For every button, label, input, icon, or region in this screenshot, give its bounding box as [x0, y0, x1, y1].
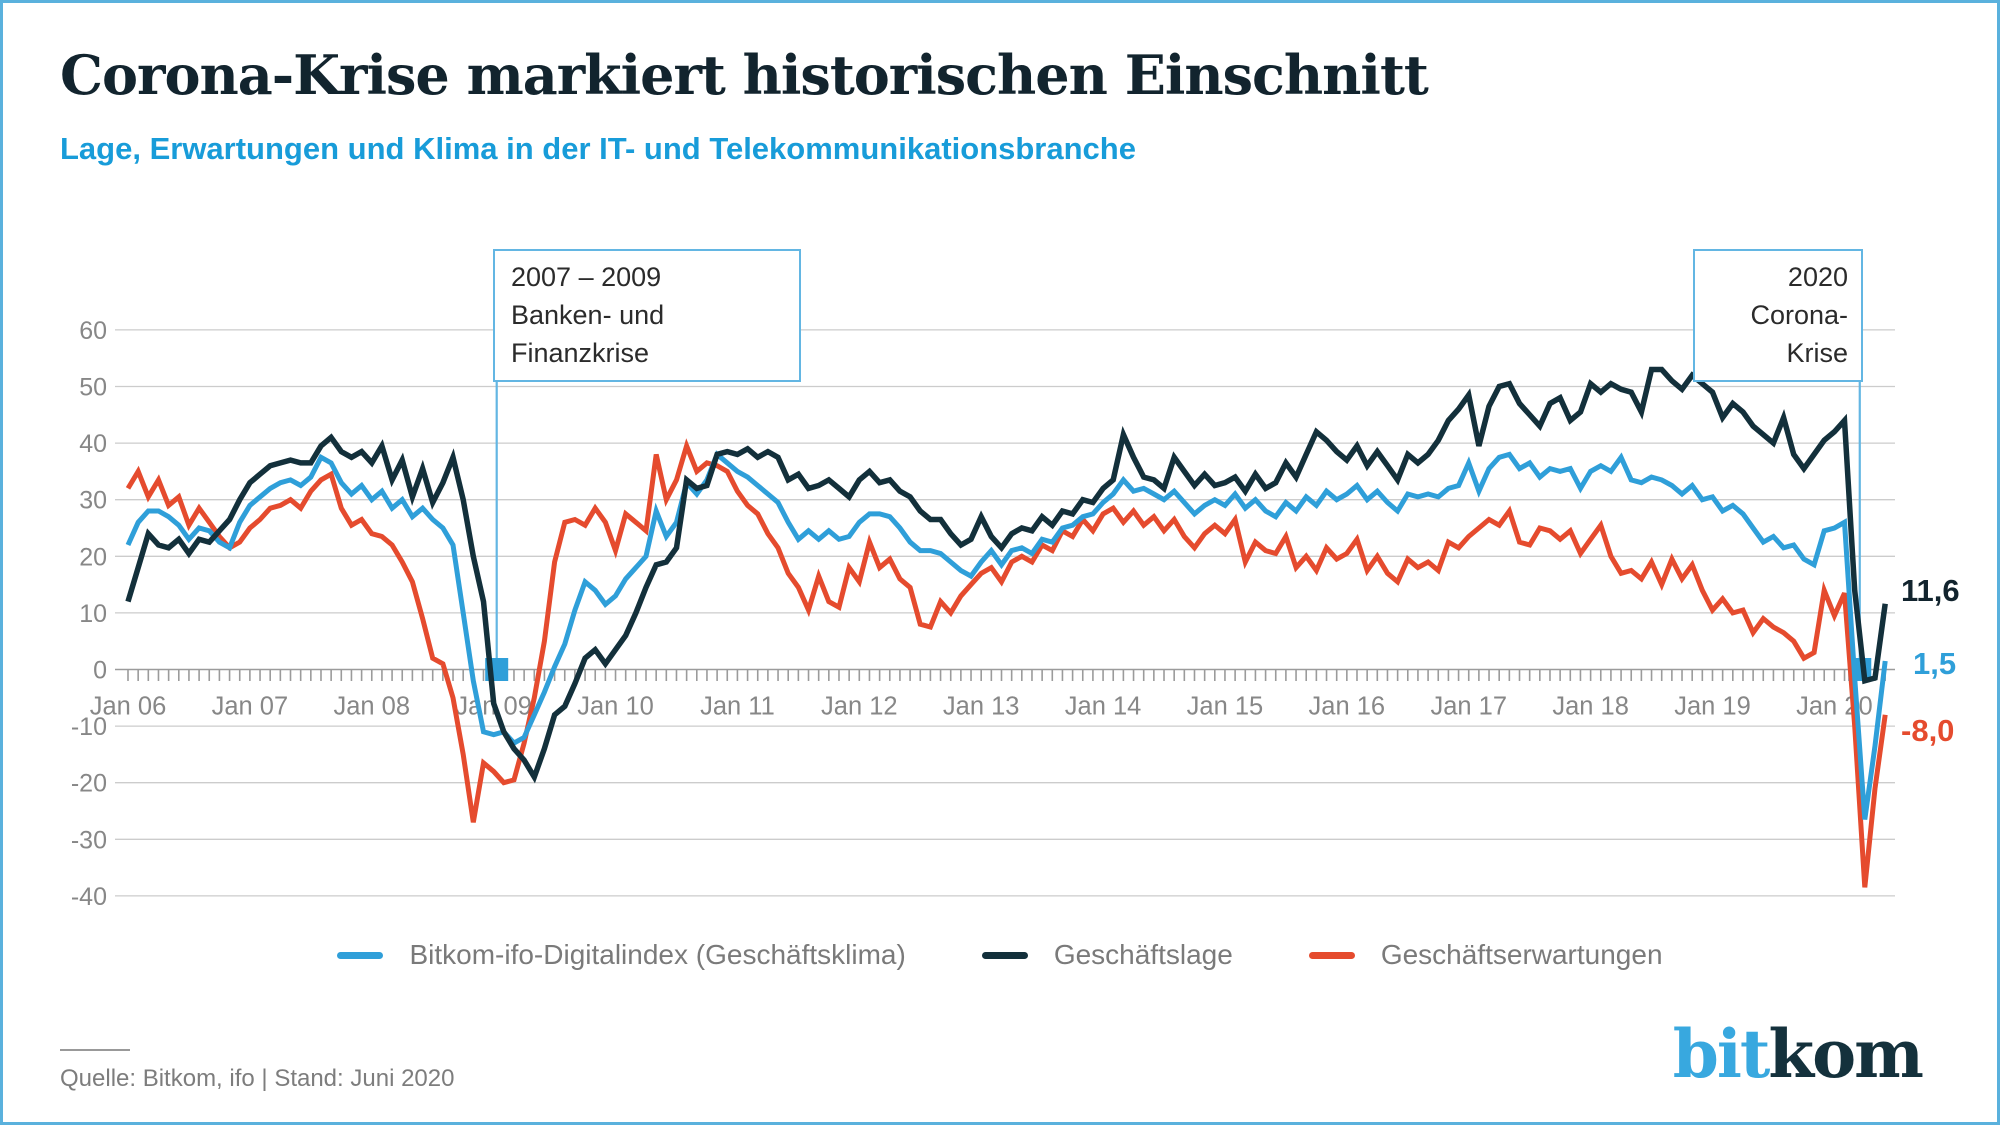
series-line-gesch-ftserwartungen: [125, 438, 1888, 888]
svg-text:40: 40: [79, 430, 107, 458]
svg-text:30: 30: [79, 487, 107, 515]
svg-text:Jan 07: Jan 07: [212, 693, 289, 721]
svg-text:20: 20: [79, 543, 107, 571]
legend-label-geschaeftslage: Geschäftslage: [1053, 939, 1233, 970]
svg-text:-20: -20: [71, 770, 107, 798]
svg-text:Jan 08: Jan 08: [333, 693, 410, 721]
svg-text:60: 60: [79, 317, 107, 345]
svg-text:50: 50: [79, 374, 107, 402]
series-line-gesch-ftslage: [125, 366, 1888, 784]
svg-text:-40: -40: [71, 883, 107, 911]
annotation-finanzkrise-text: Banken- und Finanzkrise: [511, 299, 665, 368]
svg-text:Jan 06: Jan 06: [90, 693, 167, 721]
svg-text:-10: -10: [71, 713, 107, 741]
y-gridlines: [115, 329, 1895, 897]
logo-part-kom: kom: [1768, 1015, 1924, 1093]
svg-text:Jan 17: Jan 17: [1430, 693, 1507, 721]
annotation-finanzkrise: 2007 – 2009 Banken- und Finanzkrise: [493, 249, 801, 383]
annotation-corona-text: Corona-Krise: [1750, 299, 1848, 368]
legend-item-digitalindex: Bitkom-ifo-Digitalindex (Geschäftsklima): [337, 939, 906, 971]
x-axis-labels: Jan 06 Jan 07 Jan 08 Jan 09 Jan 10 Jan 11 Jan …: [90, 693, 1873, 721]
legend-swatch-red: [1308, 951, 1355, 959]
svg-text:Jan 16: Jan 16: [1309, 693, 1386, 721]
svg-text:Jan 20: Jan 20: [1796, 693, 1873, 721]
svg-text:10: 10: [79, 600, 107, 628]
svg-text:Jan 10: Jan 10: [577, 693, 654, 721]
y-axis-labels: 60 50 40 30 20 10 0 -10 -20 -30 -40: [71, 317, 107, 911]
annotation-corona: 2020 Corona-Krise: [1693, 249, 1863, 383]
svg-text:Jan 18: Jan 18: [1552, 693, 1629, 721]
svg-text:-30: -30: [71, 826, 107, 854]
bitkom-logo: bitkom: [1673, 1021, 1924, 1087]
annotation-finanzkrise-years: 2007 – 2009: [511, 262, 662, 292]
legend-item-erwartungen: Geschäftserwartungen: [1308, 939, 1663, 971]
svg-text:Jan 19: Jan 19: [1674, 693, 1751, 721]
end-value-geschaeftslage: 11,6: [1901, 573, 1960, 608]
svg-text:Jan 13: Jan 13: [943, 693, 1020, 721]
end-value-digitalindex: 1,5: [1913, 646, 1957, 681]
legend-swatch-dark: [981, 951, 1028, 959]
annotation-corona-year: 2020: [1787, 262, 1848, 292]
end-value-erwartungen: -8,0: [1901, 713, 1955, 748]
series-line-bitkom-ifo-digitalindex-gesch-ftsklima-: [125, 450, 1888, 820]
line-chart: 60 50 40 30 20 10 0 -10 -20 -30 -40 Jan 06 Jan 07 Jan…: [71, 317, 1895, 911]
source-divider: [60, 1049, 130, 1051]
legend-item-geschaeftslage: Geschäftslage: [981, 939, 1233, 971]
legend-label-erwartungen: Geschäftserwartungen: [1380, 939, 1663, 970]
page-title: Corona-Krise markiert historischen Einsc…: [60, 43, 1429, 107]
legend-swatch-blue: [337, 951, 384, 959]
logo-part-bit: bit: [1672, 1015, 1771, 1093]
svg-text:Jan 11: Jan 11: [700, 693, 775, 721]
svg-text:0: 0: [93, 657, 107, 685]
series-lines: [125, 366, 1888, 888]
svg-text:Jan 15: Jan 15: [1187, 693, 1264, 721]
chart-legend: Bitkom-ifo-Digitalindex (Geschäftsklima)…: [3, 939, 1997, 971]
svg-text:Jan 14: Jan 14: [1065, 693, 1142, 721]
zero-axis-and-month-ticks: [115, 668, 1895, 681]
page-subtitle: Lage, Erwartungen und Klima in der IT- u…: [60, 131, 1136, 166]
source-note: Quelle: Bitkom, ifo | Stand: Juni 2020: [60, 1065, 455, 1092]
svg-text:Jan 12: Jan 12: [821, 693, 898, 721]
legend-label-digitalindex: Bitkom-ifo-Digitalindex (Geschäftsklima): [409, 939, 906, 970]
